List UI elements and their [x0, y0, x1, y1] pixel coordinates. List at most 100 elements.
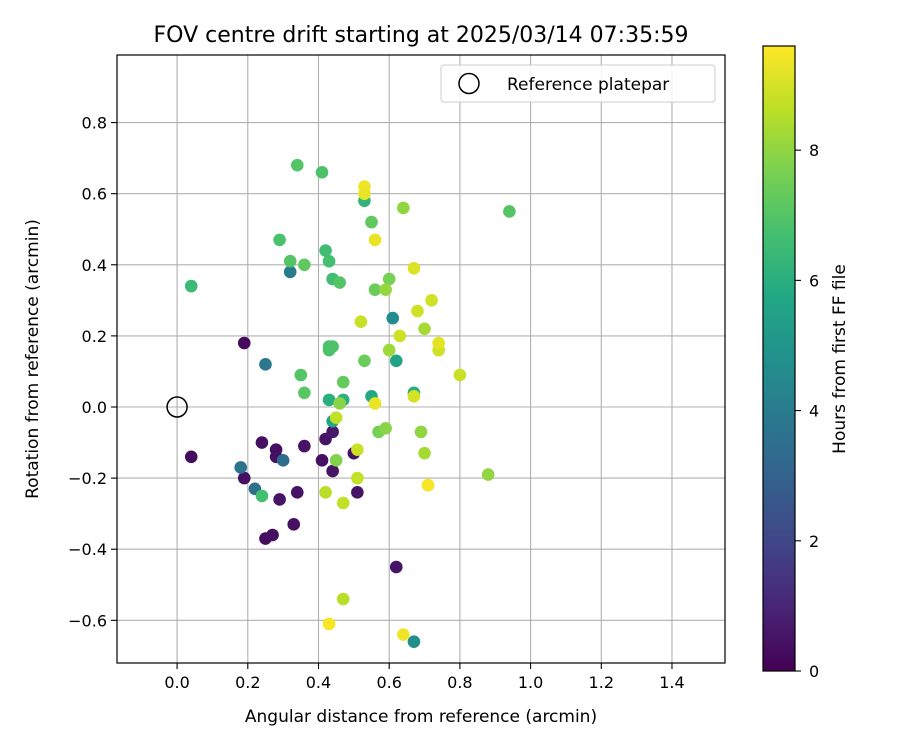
data-point — [418, 446, 431, 460]
data-point — [184, 450, 198, 464]
colorbar: 0 2 4 6 8 Hours from first FF file — [762, 45, 850, 681]
data-point — [273, 233, 286, 247]
y-tick-label: 0.0 — [82, 398, 107, 417]
data-point — [298, 439, 311, 453]
data-point — [184, 279, 198, 293]
data-point — [255, 489, 269, 503]
colorbar-gradient — [762, 45, 796, 672]
legend-entry-reference: Reference platepar — [507, 75, 669, 95]
data-point — [379, 422, 392, 435]
y-tick-label: −0.6 — [68, 611, 107, 630]
plot-frame — [116, 54, 726, 664]
data-point — [266, 528, 279, 542]
y-axis-ticks: −0.6 −0.4 −0.2 0.0 0.2 0.4 0.6 0.8 — [68, 114, 117, 630]
data-point — [382, 343, 396, 357]
legend: Reference platepar — [440, 64, 716, 103]
x-tick-label: 0.4 — [306, 673, 331, 692]
data-point — [368, 283, 382, 296]
x-tick-label: 1.0 — [518, 673, 543, 692]
data-point — [389, 560, 403, 574]
data-point — [283, 265, 297, 279]
legend-box — [440, 64, 716, 103]
data-point — [333, 276, 346, 289]
data-point — [290, 158, 304, 172]
y-tick-label: −0.4 — [68, 540, 107, 559]
reference-point-marker — [166, 396, 188, 418]
data-point — [294, 368, 308, 382]
data-point — [336, 496, 350, 510]
colorbar-ticks: 0 2 4 6 8 — [795, 141, 819, 681]
data-point — [283, 254, 297, 268]
x-tick-label: 1.4 — [659, 673, 684, 692]
data-point — [326, 464, 339, 478]
data-point — [386, 311, 400, 325]
data-point — [397, 628, 410, 641]
data-point — [351, 443, 364, 456]
data-point — [329, 454, 343, 467]
data-point — [322, 254, 336, 268]
x-tick-label: 0.8 — [447, 673, 472, 692]
data-point — [336, 592, 350, 606]
data-point — [259, 358, 272, 371]
data-point — [315, 454, 329, 467]
colorbar-tick-label: 0 — [809, 662, 819, 681]
data-point — [255, 436, 269, 449]
colorbar-tick-label: 6 — [809, 271, 819, 290]
data-point — [411, 304, 424, 318]
data-point — [393, 329, 407, 343]
data-point — [503, 205, 516, 218]
data-point — [358, 187, 371, 200]
data-point — [237, 471, 251, 485]
y-tick-label: 0.6 — [82, 185, 107, 204]
colorbar-tick-label: 2 — [809, 532, 819, 551]
data-point — [382, 272, 396, 286]
data-point — [368, 397, 382, 410]
data-point — [234, 461, 248, 474]
y-tick-label: 0.4 — [82, 256, 107, 275]
x-tick-label: 0.6 — [376, 673, 401, 692]
y-tick-label: −0.2 — [68, 469, 107, 488]
y-tick-label: 0.8 — [82, 114, 107, 133]
data-point — [389, 354, 403, 368]
data-point — [354, 315, 368, 328]
data-point — [407, 390, 421, 403]
data-point — [322, 393, 336, 407]
data-point — [326, 340, 339, 353]
data-point — [432, 336, 445, 350]
data-point — [273, 493, 286, 506]
x-axis-label: Angular distance from reference (arcmin) — [245, 707, 597, 727]
y-tick-label: 0.2 — [82, 327, 107, 346]
data-point — [351, 486, 364, 499]
data-point — [414, 425, 428, 439]
data-point — [315, 166, 329, 179]
data-point — [418, 322, 431, 336]
data-point — [407, 635, 421, 648]
data-point — [329, 411, 343, 424]
colorbar-label: Hours from first FF file — [830, 264, 850, 454]
data-point — [453, 368, 467, 382]
colorbar-tick-label: 4 — [809, 402, 819, 421]
data-point — [287, 518, 301, 531]
data-point — [298, 258, 311, 272]
data-point — [421, 478, 435, 492]
data-point — [290, 486, 304, 499]
data-point — [326, 425, 339, 439]
grid — [117, 55, 725, 663]
x-tick-label: 0.0 — [164, 673, 189, 692]
data-point — [397, 201, 410, 215]
data-point — [358, 354, 371, 368]
data-point — [237, 336, 251, 350]
data-point — [298, 386, 311, 400]
data-point — [276, 454, 290, 467]
data-point — [365, 215, 378, 229]
data-point — [481, 468, 495, 481]
data-point — [336, 375, 350, 389]
x-tick-label: 1.2 — [589, 673, 614, 692]
colorbar-tick-label: 8 — [809, 141, 819, 160]
data-point — [379, 283, 392, 296]
chart-title: FOV centre drift starting at 2025/03/14 … — [154, 23, 689, 48]
data-point — [351, 471, 364, 485]
data-point — [322, 617, 336, 631]
legend-reference-marker — [458, 72, 480, 95]
